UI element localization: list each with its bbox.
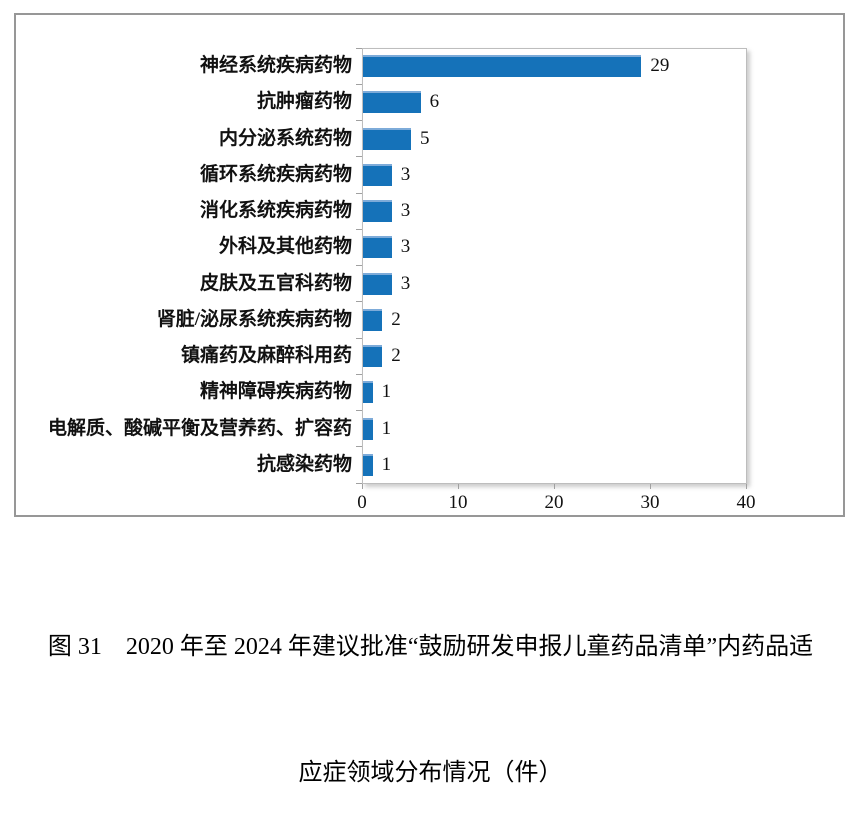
y-axis-tick bbox=[356, 228, 362, 230]
x-axis-tick bbox=[553, 484, 555, 489]
category-label: 外科及其他药物 bbox=[218, 236, 352, 258]
bar bbox=[363, 200, 392, 223]
bar-value-label: 2 bbox=[391, 308, 401, 330]
category-label: 抗感染药物 bbox=[256, 453, 352, 475]
x-axis-tick bbox=[457, 484, 459, 489]
bar bbox=[363, 453, 373, 476]
category-label: 精神障碍疾病药物 bbox=[199, 381, 352, 403]
y-axis-tick bbox=[356, 47, 362, 49]
bar-value-label: 3 bbox=[400, 236, 411, 258]
category-label: 内分泌系统药物 bbox=[218, 127, 352, 149]
y-axis-tick bbox=[356, 265, 362, 266]
y-axis-tick bbox=[356, 373, 362, 375]
x-axis-tick bbox=[649, 484, 651, 489]
bar bbox=[363, 236, 392, 259]
y-axis-tick bbox=[356, 410, 362, 411]
bar-value-label: 5 bbox=[420, 127, 430, 149]
bar bbox=[363, 163, 392, 186]
x-axis-tick-label: 0 bbox=[357, 492, 367, 513]
bar-value-label: 29 bbox=[650, 55, 670, 76]
category-label: 循环系统疾病药物 bbox=[199, 163, 352, 185]
category-label: 抗肿瘤药物 bbox=[256, 91, 352, 113]
y-axis-tick bbox=[356, 446, 362, 448]
bar-value-label: 1 bbox=[381, 417, 392, 439]
bar-value-label: 2 bbox=[391, 345, 401, 366]
y-axis-tick bbox=[356, 156, 362, 158]
x-axis-tick-label: 40 bbox=[736, 492, 756, 513]
bar bbox=[363, 55, 642, 78]
bar bbox=[363, 272, 392, 295]
bar-value-label: 3 bbox=[400, 163, 411, 185]
bar-value-label: 1 bbox=[381, 453, 392, 475]
bar bbox=[363, 308, 383, 331]
x-axis-tick bbox=[745, 484, 747, 489]
plot-area bbox=[362, 48, 747, 484]
category-label: 消化系统疾病药物 bbox=[199, 200, 352, 221]
x-axis-tick bbox=[361, 484, 363, 489]
bar-value-label: 3 bbox=[400, 200, 411, 221]
y-axis-tick bbox=[356, 301, 362, 303]
caption-line-1: 图 31 2020 年至 2024 年建议批准“鼓励研发申报儿童药品清单”内药品… bbox=[47, 634, 814, 660]
bar-value-label: 1 bbox=[381, 381, 392, 403]
y-axis-tick bbox=[356, 120, 362, 121]
bar-value-label: 6 bbox=[429, 91, 440, 113]
category-label: 镇痛药及麻醉科用药 bbox=[180, 345, 352, 366]
bar-chart: 神经系统疾病药物 29 抗肿瘤药物 6 内分泌系统药物 5 循环系统疾病药物 3 消化系统疾病药… bbox=[47, 47, 756, 513]
bar bbox=[363, 345, 383, 368]
x-axis-tick-label: 30 bbox=[640, 492, 660, 513]
bar-value-label: 3 bbox=[400, 272, 411, 294]
category-label: 皮肤及五官科药物 bbox=[199, 272, 352, 294]
bar bbox=[363, 417, 373, 440]
bar bbox=[363, 381, 373, 404]
x-axis-tick-label: 10 bbox=[448, 492, 468, 513]
category-label: 电解质、酸碱平衡及营养药、扩容药 bbox=[47, 417, 352, 439]
caption-line-2: 应症领域分布情况（件） bbox=[298, 760, 563, 786]
x-axis-tick-label: 20 bbox=[544, 492, 564, 513]
y-axis-tick bbox=[356, 83, 362, 85]
figure-caption: 图 31 2020 年至 2024 年建议批准“鼓励研发申报儿童药品清单”内药品… bbox=[0, 542, 861, 836]
y-axis-tick bbox=[356, 192, 362, 194]
bar bbox=[363, 127, 411, 150]
y-axis-tick bbox=[356, 482, 362, 484]
bar bbox=[363, 91, 421, 114]
category-label: 肾脏/泌尿系统疾病药物 bbox=[156, 308, 352, 330]
category-label: 神经系统疾病药物 bbox=[199, 55, 352, 76]
y-axis-tick bbox=[356, 337, 362, 339]
